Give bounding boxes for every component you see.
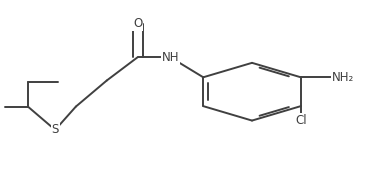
Text: NH₂: NH₂ <box>332 71 354 84</box>
Text: S: S <box>52 123 59 136</box>
Text: O: O <box>133 17 142 30</box>
Text: Cl: Cl <box>295 114 307 127</box>
Text: NH: NH <box>161 51 179 64</box>
